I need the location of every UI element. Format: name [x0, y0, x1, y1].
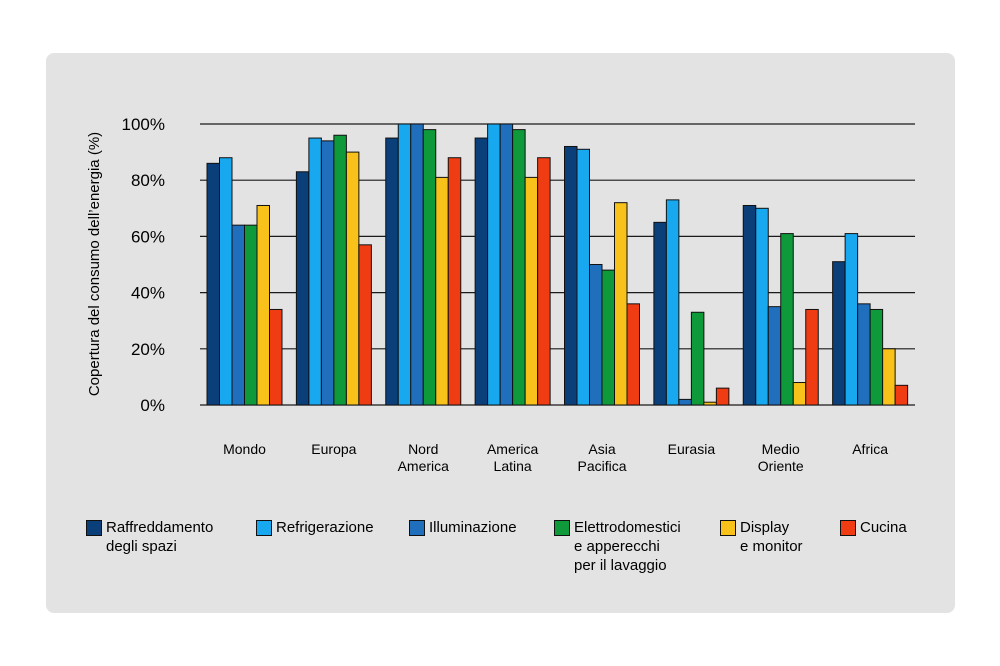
legend-swatch [720, 520, 736, 536]
bar [755, 207, 769, 406]
bar [665, 199, 680, 406]
legend-label: Illuminazione [429, 519, 517, 536]
bar [512, 129, 526, 406]
bar [589, 264, 603, 406]
legend-item: Cucina [840, 518, 907, 537]
y-tick-label: 40% [131, 284, 165, 303]
legend-label: Refrigerazione [276, 519, 374, 536]
bar [358, 244, 372, 406]
bar [844, 233, 859, 406]
bar [742, 204, 757, 406]
bar [333, 134, 347, 406]
bar [487, 123, 501, 406]
y-tick-label: 60% [131, 227, 165, 246]
legend-swatch [554, 520, 570, 536]
bar [653, 221, 667, 406]
legend-item: Display e monitor [720, 518, 803, 556]
bar [882, 348, 896, 406]
bar [564, 145, 578, 406]
x-tick-label: Medio Oriente [758, 441, 804, 474]
bar [320, 140, 335, 406]
bar [269, 308, 283, 406]
legend-swatch [256, 520, 272, 536]
legend-swatch [86, 520, 102, 536]
legend-label: Raffreddamento degli spazi [106, 519, 214, 555]
bar [537, 157, 551, 406]
bar [780, 233, 794, 406]
bar [869, 308, 884, 406]
bar [614, 202, 628, 406]
legend-item: Elettrodomestici e apperecchi per il lav… [554, 518, 681, 575]
legend-item: Refrigerazione [256, 518, 374, 537]
y-tick-label: 20% [131, 340, 165, 359]
bar [308, 137, 322, 406]
x-tick-label: Asia Pacifica [577, 441, 626, 474]
bar [792, 382, 807, 406]
bar [244, 224, 258, 406]
bar [256, 204, 270, 406]
bar [576, 148, 590, 406]
bar [767, 306, 782, 406]
x-tick-label: Eurasia [668, 441, 716, 457]
bar [345, 151, 360, 406]
bar [410, 123, 424, 406]
legend-label: Cucina [860, 519, 907, 536]
legend-swatch [840, 520, 856, 536]
legend: Raffreddamento degli spazi Refrigerazione… [86, 518, 946, 588]
x-tick-label: America Latina [487, 441, 539, 474]
x-tick-label: Mondo [223, 441, 266, 457]
x-tick-label: Nord America [398, 441, 450, 474]
bar [397, 123, 412, 406]
bar [703, 401, 717, 406]
x-tick-label: Africa [852, 441, 888, 457]
x-tick-label: Europa [311, 441, 356, 457]
y-tick-label: 0% [140, 396, 165, 415]
legend-item: Illuminazione [409, 518, 517, 537]
bar [832, 261, 846, 406]
bar [385, 137, 399, 406]
bar [894, 384, 909, 406]
bar [857, 303, 871, 406]
y-axis-label: Copertura del consumo dell’energia (%) [86, 132, 103, 396]
legend-item: Raffreddamento degli spazi [86, 518, 213, 556]
y-tick-label: 80% [131, 171, 165, 190]
bar [422, 129, 437, 406]
bar [219, 157, 233, 406]
bar [601, 269, 615, 406]
legend-label: Display e monitor [740, 519, 803, 555]
bar [524, 176, 539, 406]
bar [499, 123, 514, 406]
bar [231, 224, 245, 406]
bar [435, 176, 449, 406]
bar [447, 157, 462, 406]
bar [805, 308, 819, 406]
legend-swatch [409, 520, 425, 536]
bar [678, 398, 692, 406]
bar [715, 387, 730, 406]
legend-label: Elettrodomestici e apperecchi per il lav… [574, 519, 681, 574]
bar [474, 137, 489, 406]
bar [626, 303, 640, 406]
bar [690, 311, 705, 406]
bar [295, 171, 310, 406]
bar [206, 162, 220, 406]
y-tick-label: 100% [122, 115, 165, 134]
